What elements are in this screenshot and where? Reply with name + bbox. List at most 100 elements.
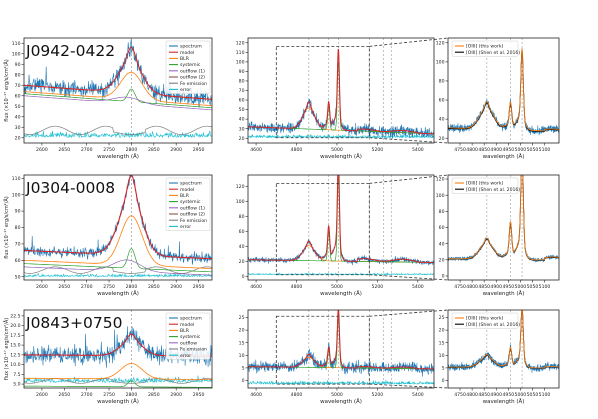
legend-entry: BLR: [180, 56, 190, 62]
spectrum-series: [448, 48, 559, 136]
y-tick-label: 50: [15, 104, 21, 110]
y-tick-label: 50: [239, 107, 245, 113]
x-tick-label: 2950: [193, 147, 205, 153]
legend-entry: model: [180, 187, 194, 193]
x-tick-label: 2850: [148, 392, 160, 398]
legend-entry: systemic: [180, 199, 201, 205]
x-tick-label: 4900: [490, 147, 502, 153]
legend-box: [451, 312, 519, 329]
x-tick-label: 4800: [291, 392, 303, 398]
y-axis-label: flux (×10⁻¹⁷ erg/s/cm²/Å): [3, 59, 10, 122]
x-tick-label: 5200: [372, 392, 384, 398]
blr-series: [24, 71, 212, 107]
legend-box: [165, 40, 211, 94]
axes-frame: [447, 37, 560, 144]
x-tick-label: 5100: [539, 284, 551, 290]
plot-area: [248, 38, 434, 143]
x-tick-label: 4850: [478, 392, 490, 398]
x-tick-label: 4850: [478, 284, 490, 290]
x-axis-label: wavelength (Å): [320, 290, 362, 297]
panel-r1-c2: 4600 4800 5000 5200 5400 20 30 40 50 60 70 80 90 100 1…: [236, 37, 449, 160]
oiii-this-series: [448, 310, 559, 369]
x-tick-label: 5200: [372, 284, 384, 290]
zoom-box: [275, 46, 370, 139]
y-tick-label: 90: [15, 209, 21, 215]
object-label: J0942-0422: [25, 42, 115, 60]
x-tick-label: 5050: [527, 147, 539, 153]
x-tick-label: 5000: [515, 284, 527, 290]
y-tick-label: 10: [439, 353, 445, 359]
x-tick-label: 2850: [148, 147, 160, 153]
y-axis-label: flux (×10⁻¹⁷ erg/s/cm²/Å): [3, 318, 10, 381]
y-tick-label: 80: [15, 72, 21, 78]
y-tick-label: 80: [239, 214, 245, 220]
y-tick-label: 60: [239, 98, 245, 104]
x-axis-label: wavelength (Å): [483, 398, 525, 405]
y-axis-label: flux (×10⁻¹⁷ erg/s/cm²/Å): [3, 196, 10, 259]
x-tick-label: 4750: [454, 284, 466, 290]
y-tick-label: 30: [15, 125, 21, 131]
x-tick-label: 4800: [466, 392, 478, 398]
blr-series: [24, 215, 212, 269]
x-tick-label: 4800: [466, 147, 478, 153]
y-tick-label: 110: [12, 176, 21, 182]
y-tick-label: 0: [242, 274, 245, 280]
plot-area: [24, 175, 212, 280]
x-tick-label: 2950: [193, 392, 205, 398]
legend-box: [451, 177, 519, 194]
plot-area: [248, 175, 434, 280]
y-tick-label: 12.5: [10, 352, 20, 358]
y-tick-label: 60: [439, 225, 445, 231]
y-tick-label: 40: [15, 114, 21, 120]
y-tick-label: 15: [239, 340, 245, 346]
outflow-series: [24, 95, 212, 111]
y-tick-label: 60: [439, 98, 445, 104]
y-tick-label: 40: [439, 117, 445, 123]
x-tick-label: 5400: [412, 147, 424, 153]
model-series: [248, 310, 434, 370]
axes-frame: [23, 309, 213, 389]
legend-entry: systemic: [180, 334, 201, 340]
systemic-series: [24, 248, 212, 273]
legend-box: [165, 177, 211, 231]
systemic-series: [24, 380, 212, 388]
x-tick-label: 2600: [36, 392, 48, 398]
legend-entry: spectrum: [180, 316, 202, 322]
x-tick-label: 4750: [454, 392, 466, 398]
legend-entry: model: [180, 50, 194, 56]
x-tick-label: 5100: [539, 392, 551, 398]
x-tick-label: 4600: [250, 147, 262, 153]
legend-entry: outflow (1): [180, 205, 205, 211]
y-tick-label: 80: [439, 79, 445, 85]
legend-entry: [OIII] (Shen et al. 2016): [466, 322, 520, 328]
object-label: J0304-0008: [25, 179, 115, 197]
legend-entry: [OIII] (this work): [466, 181, 503, 187]
x-tick-label: 5100: [539, 147, 551, 153]
y-tick-label: 20: [439, 328, 445, 334]
spectrum-series: [24, 39, 212, 108]
fe-emission-series: [24, 266, 212, 274]
y-tick-label: 60: [15, 258, 21, 264]
legend-entry: Fe emission: [180, 347, 207, 353]
y-tick-label: 20: [439, 257, 445, 263]
y-tick-label: 0: [242, 378, 245, 384]
x-tick-label: 2600: [36, 147, 48, 153]
y-tick-label: 20: [239, 136, 245, 142]
y-tick-label: 20: [239, 259, 245, 265]
x-tick-label: 4600: [250, 284, 262, 290]
oiii-this-series: [448, 175, 559, 261]
x-tick-label: 2750: [103, 284, 115, 290]
y-tick-label: 120: [436, 177, 445, 183]
y-tick-label: 100: [12, 51, 21, 57]
legend-entry: systemic: [180, 62, 201, 68]
x-tick-label: 2850: [148, 284, 160, 290]
y-tick-label: 20: [15, 135, 21, 141]
x-tick-label: 2800: [126, 147, 138, 153]
x-tick-label: 2650: [58, 392, 70, 398]
y-tick-label: 15: [439, 340, 445, 346]
oiii-this-series: [448, 48, 559, 132]
y-tick-label: 17.5: [10, 333, 20, 339]
y-tick-label: 20: [439, 136, 445, 142]
axes-frame: [23, 37, 213, 144]
